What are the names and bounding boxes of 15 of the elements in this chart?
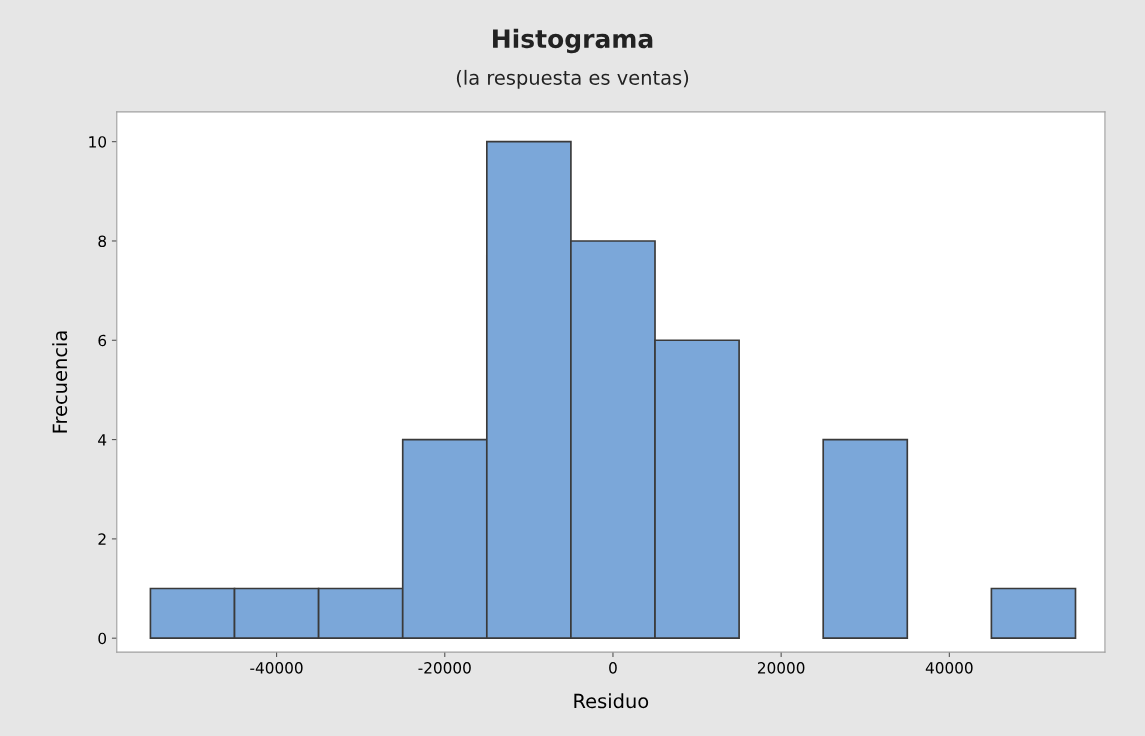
y-tick-label: 6 — [98, 334, 107, 347]
x-tick-label: 20000 — [757, 662, 805, 674]
y-tick-label: 10 — [89, 136, 107, 148]
y-tick-label: 2 — [98, 533, 106, 545]
x-axis-title: Residuo — [574, 693, 649, 709]
x-tick-label: -40000 — [250, 662, 303, 674]
y-tick-label: 4 — [98, 434, 107, 446]
y-axis-title: Frecuencia — [52, 331, 68, 433]
x-tick-label: -20000 — [418, 662, 471, 674]
y-tick-label: 8 — [98, 235, 107, 247]
x-tick-label: 0 — [609, 662, 617, 674]
chart-title: Histograma — [493, 28, 653, 54]
x-tick-label: 40000 — [925, 662, 973, 674]
chart-subtitle: (la respuesta es ventas) — [456, 69, 689, 89]
y-tick-label: 0 — [98, 632, 107, 645]
